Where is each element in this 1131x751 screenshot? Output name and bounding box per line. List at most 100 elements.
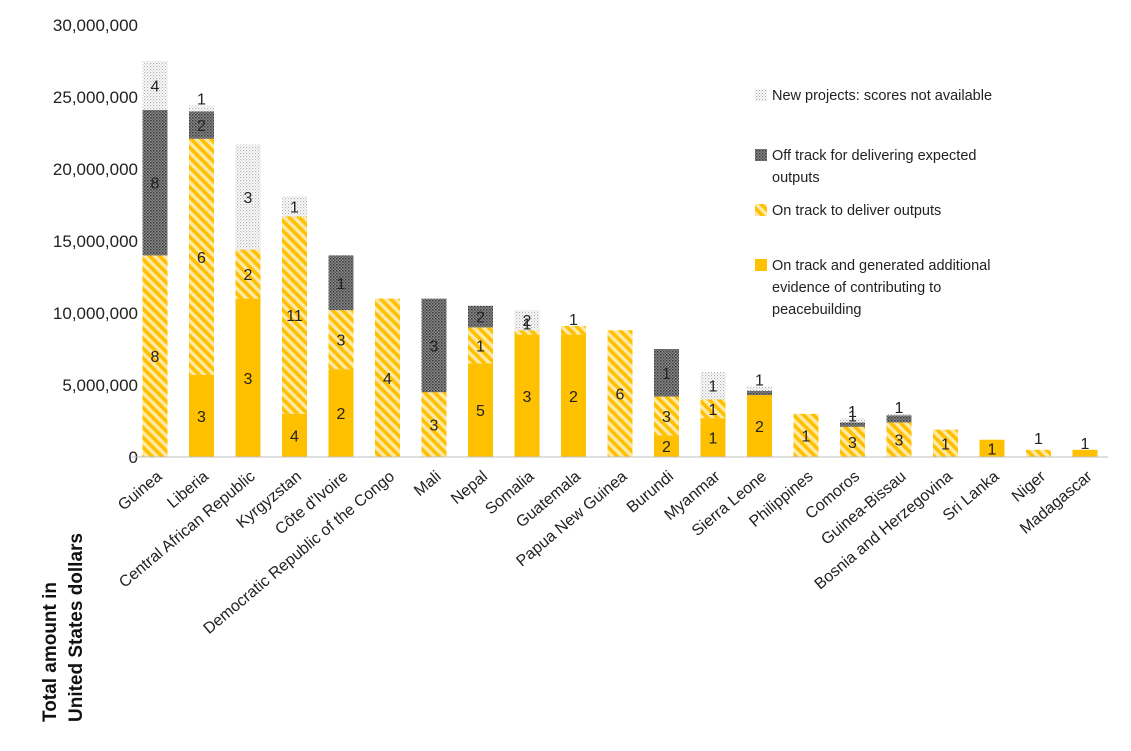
- segment-count-label: 1: [709, 379, 718, 396]
- bar-segment: [700, 399, 726, 419]
- legend-swatch: [755, 204, 767, 216]
- segment-count-label: 11: [286, 308, 303, 325]
- segment-count-label: 3: [244, 190, 253, 207]
- bar-segment: [561, 334, 586, 457]
- bar-segment: [747, 390, 772, 396]
- legend-swatch: [755, 149, 767, 161]
- legend-item: New projects: scores not available: [755, 88, 992, 104]
- segment-count-label: 3: [848, 435, 857, 452]
- bar-segment: [514, 310, 540, 331]
- segment-count-label: 2: [337, 406, 346, 423]
- segment-count-label: 1: [197, 92, 206, 109]
- x-category-label: Guinea: [115, 468, 166, 514]
- segment-count-label: 2: [755, 419, 764, 436]
- legend-swatch: [755, 259, 767, 271]
- bar-segment: [328, 255, 354, 311]
- bar-segment: [282, 216, 307, 414]
- bar-segment: [421, 298, 447, 393]
- bar-segment: [514, 330, 540, 335]
- bar-segment: [1026, 449, 1051, 457]
- segment-count-label: 3: [244, 371, 253, 388]
- legend-label: New projects: scores not available: [772, 88, 992, 104]
- segment-count-label: 2: [244, 267, 253, 284]
- bar-segment: [886, 422, 912, 457]
- bar-segment: [1072, 449, 1098, 457]
- segment-count-label: 2: [569, 389, 578, 406]
- segment-count-label: 3: [430, 418, 439, 435]
- legend-label: peacebuilding: [772, 302, 862, 318]
- segment-count-label: 1: [848, 408, 857, 425]
- segment-count-label: 1: [1034, 431, 1043, 448]
- legend-label: On track to deliver outputs: [772, 203, 941, 219]
- segment-count-label: 3: [895, 433, 904, 450]
- legend-item: On track to deliver outputs: [755, 203, 941, 219]
- x-category-label: Nepal: [448, 468, 491, 508]
- bar-segment: [189, 105, 214, 112]
- y-axis-title: Total amount in United States dollars: [40, 533, 87, 722]
- segment-count-label: 4: [290, 428, 299, 445]
- segment-count-label: 1: [662, 366, 671, 383]
- bar-segment: [747, 386, 772, 391]
- bar-segment: [654, 396, 679, 436]
- bar-segment: [840, 426, 865, 457]
- bar-segment: [142, 109, 168, 256]
- y-tick-label: 5,000,000: [62, 376, 138, 395]
- y-tick-label: 20,000,000: [53, 160, 138, 179]
- bar-segment: [468, 363, 493, 457]
- bar-segment: [421, 392, 447, 457]
- bar-segment: [282, 196, 307, 217]
- segment-count-label: 6: [197, 250, 206, 267]
- bar-segment: [189, 138, 214, 375]
- bar-segment: [235, 144, 261, 250]
- bar-segment: [514, 334, 540, 457]
- segment-count-label: 8: [151, 176, 160, 193]
- bar-segment: [235, 298, 261, 457]
- bar-segment: [189, 374, 214, 457]
- bar-segment: [747, 395, 772, 457]
- segment-count-label: 4: [151, 78, 160, 95]
- x-category-label: Mali: [411, 468, 444, 500]
- legend-label: outputs: [772, 170, 820, 186]
- bar-segment: [654, 349, 679, 397]
- segment-count-label: 1: [895, 400, 904, 417]
- bar-segment: [189, 111, 214, 139]
- bar-segment: [282, 413, 307, 457]
- bar-segment: [886, 413, 912, 416]
- y-tick-label: 15,000,000: [53, 232, 138, 251]
- x-category-label: Niger: [1009, 468, 1050, 506]
- segment-count-label: 1: [569, 312, 578, 329]
- bar-segment: [375, 298, 400, 457]
- segment-count-label: 1: [476, 338, 485, 355]
- bar-segment: [840, 422, 865, 427]
- segment-count-label: 8: [151, 349, 160, 366]
- segment-count-label: 3: [662, 409, 671, 426]
- bar-segment: [700, 418, 726, 457]
- segment-count-label: 1: [523, 316, 532, 333]
- segment-count-label: 5: [476, 403, 485, 420]
- y-tick-label: 25,000,000: [53, 88, 138, 107]
- segment-count-label: 2: [662, 439, 671, 456]
- bar-segment: [654, 435, 679, 457]
- segment-count-label: 6: [616, 387, 625, 404]
- segment-count-label: 2: [476, 310, 485, 327]
- segment-count-label: 1: [941, 436, 950, 453]
- segment-count-label: 4: [383, 371, 392, 388]
- bar-segment: [607, 330, 633, 457]
- bars-layer: [142, 61, 1098, 457]
- segment-count-label: 3: [197, 409, 206, 426]
- bar-segment: [561, 325, 586, 335]
- legend-swatch: [755, 89, 767, 101]
- bar-segment: [700, 372, 726, 400]
- y-tick-label: 30,000,000: [53, 16, 138, 35]
- segment-count-label: 1: [337, 276, 346, 293]
- segment-count-label: 2: [197, 118, 206, 135]
- y-axis: 05,000,00010,000,00015,000,00020,000,000…: [53, 16, 138, 467]
- y-axis-title-line-2: United States dollars: [66, 533, 87, 722]
- legend-label: evidence of contributing to: [772, 280, 941, 296]
- bar-segment: [142, 61, 168, 110]
- bar-segment: [886, 415, 912, 423]
- legend-label: On track and generated additional: [772, 258, 990, 274]
